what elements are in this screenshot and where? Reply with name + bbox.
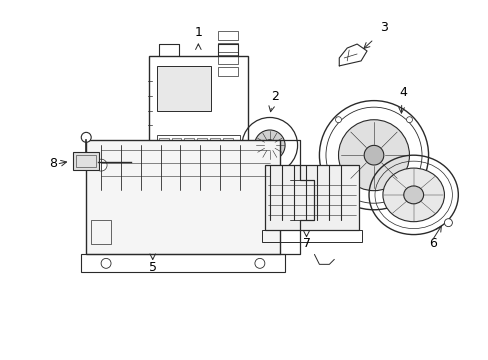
Bar bbox=[218, 55, 238, 64]
Text: 7: 7 bbox=[302, 238, 310, 251]
Bar bbox=[171, 138, 181, 152]
Circle shape bbox=[364, 145, 383, 165]
Bar bbox=[156, 66, 211, 111]
Text: 2: 2 bbox=[270, 90, 278, 103]
Bar bbox=[210, 138, 220, 152]
Ellipse shape bbox=[403, 186, 423, 204]
Circle shape bbox=[81, 132, 91, 142]
Bar bbox=[184, 138, 194, 152]
Bar bbox=[158, 138, 168, 152]
Bar bbox=[73, 152, 99, 170]
Bar bbox=[218, 67, 238, 76]
Text: 4: 4 bbox=[399, 86, 407, 99]
Circle shape bbox=[406, 117, 412, 123]
Bar bbox=[156, 135, 240, 155]
Text: 1: 1 bbox=[194, 26, 202, 39]
Bar bbox=[218, 43, 238, 52]
Circle shape bbox=[406, 188, 412, 194]
Bar bbox=[76, 155, 96, 167]
Text: 5: 5 bbox=[148, 261, 156, 274]
Bar bbox=[218, 31, 238, 40]
Text: 8: 8 bbox=[49, 157, 58, 170]
Circle shape bbox=[95, 159, 107, 171]
Circle shape bbox=[254, 258, 264, 268]
Circle shape bbox=[101, 258, 111, 268]
Bar bbox=[197, 138, 207, 152]
Circle shape bbox=[338, 120, 408, 191]
Bar bbox=[86, 140, 279, 255]
Ellipse shape bbox=[382, 168, 444, 222]
Circle shape bbox=[444, 219, 451, 227]
Text: 6: 6 bbox=[429, 238, 437, 251]
Circle shape bbox=[335, 117, 341, 123]
Bar bbox=[223, 138, 233, 152]
Bar bbox=[262, 230, 361, 242]
Circle shape bbox=[264, 140, 275, 151]
Bar bbox=[81, 255, 284, 272]
Text: 3: 3 bbox=[379, 21, 387, 34]
Bar bbox=[91, 220, 111, 244]
Bar bbox=[148, 56, 247, 165]
Circle shape bbox=[254, 130, 285, 161]
Bar bbox=[264, 165, 358, 230]
Circle shape bbox=[335, 188, 341, 194]
